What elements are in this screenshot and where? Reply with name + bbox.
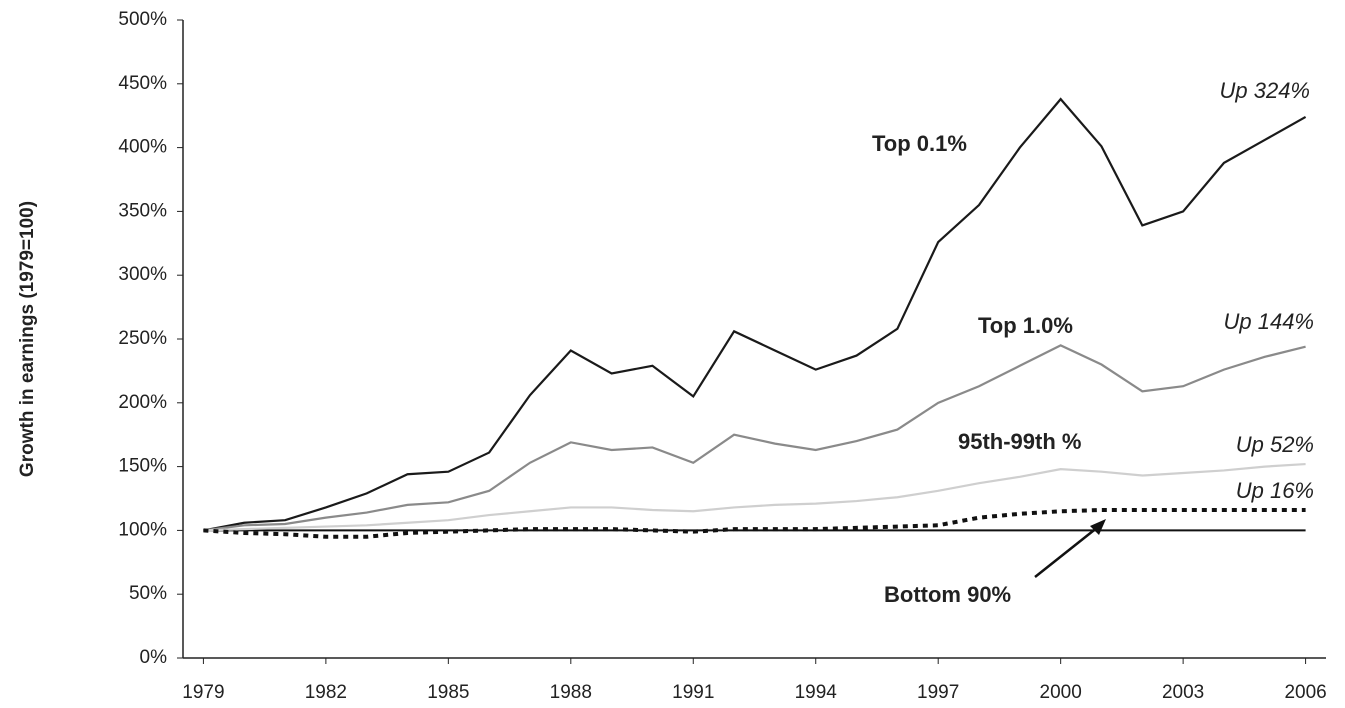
series-label: Top 1.0% [978, 313, 1073, 338]
x-tick-label: 1985 [427, 682, 469, 703]
x-tick-label: 2003 [1162, 682, 1204, 703]
series-label: 95th-99th % [958, 429, 1081, 454]
y-tick-label: 250% [118, 328, 167, 349]
y-tick-label: 400% [118, 137, 167, 158]
series-label: Top 0.1% [872, 131, 967, 156]
annotation: Up 324% [1219, 78, 1310, 103]
series-line [203, 97, 1307, 532]
series-label: Bottom 90% [884, 582, 1011, 607]
y-tick-label: 200% [118, 392, 167, 413]
series-line [203, 507, 1306, 539]
arrow [1034, 526, 1099, 578]
y-tick-label: 300% [118, 264, 167, 285]
x-tick-label: 1982 [305, 682, 347, 703]
y-tick-label: 50% [129, 583, 167, 604]
x-tick-label: 2006 [1284, 682, 1326, 703]
x-tick-label: 2000 [1040, 682, 1082, 703]
y-tick-label: 0% [140, 647, 168, 668]
y-tick-label: 150% [118, 456, 167, 477]
y-tick-label: 100% [118, 519, 167, 540]
y-tick-label: 500% [118, 9, 167, 30]
annotation: Up 52% [1236, 432, 1314, 457]
x-tick-label: 1979 [182, 682, 224, 703]
x-tick-label: 1991 [672, 682, 714, 703]
y-axis-label: Growth in earnings (1979=100) [17, 201, 38, 477]
y-tick-label: 350% [118, 200, 167, 221]
y-tick-label: 450% [118, 73, 167, 94]
series-line [203, 344, 1306, 532]
x-tick-label: 1988 [550, 682, 592, 703]
series-line [203, 462, 1306, 532]
arrow-head [1090, 519, 1106, 535]
annotation: Up 144% [1223, 309, 1314, 334]
annotation: Up 16% [1236, 478, 1314, 503]
x-tick-label: 1997 [917, 682, 959, 703]
x-tick-label: 1994 [795, 682, 838, 703]
